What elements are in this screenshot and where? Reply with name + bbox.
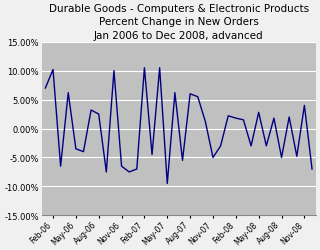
Title: Durable Goods - Computers & Electronic Products
Percent Change in New Orders
Jan: Durable Goods - Computers & Electronic P…: [49, 4, 309, 41]
